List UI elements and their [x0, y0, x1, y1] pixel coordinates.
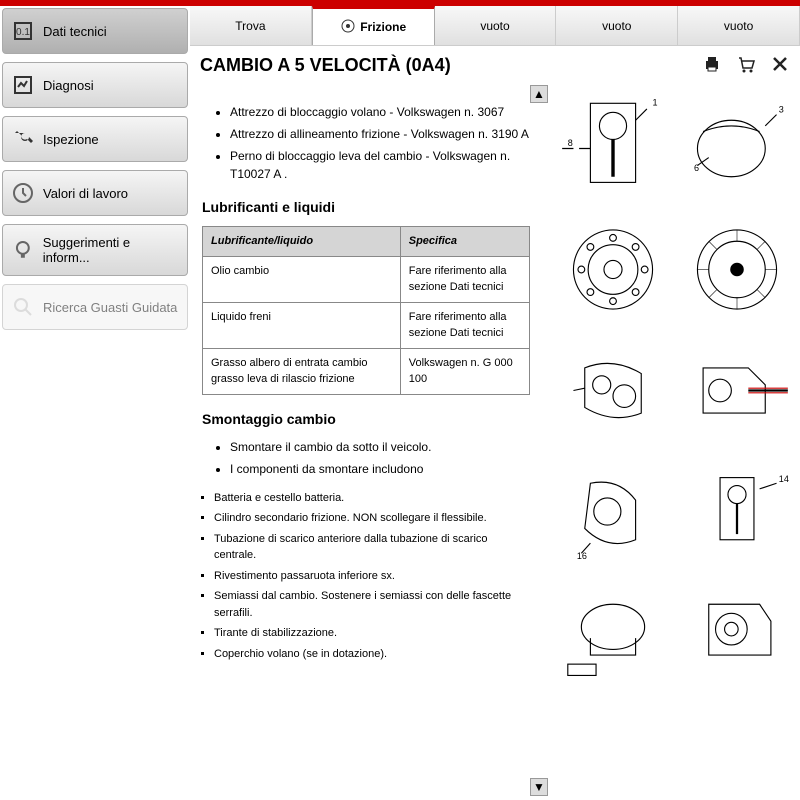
diagram-1: 81 [554, 91, 672, 206]
content-pane: ▲ Attrezzo di bloccaggio volano - Volksw… [190, 85, 550, 800]
sidebar-item-label: Dati tecnici [43, 24, 107, 39]
table-cell: Grasso albero di entrata cambio grasso l… [203, 348, 401, 394]
diagram-panel: 81 36 16 14 [550, 85, 800, 800]
sidebar-item-label: Suggerimenti e inform... [43, 235, 179, 265]
wrench-icon [11, 127, 35, 151]
table-header: Specifica [400, 227, 529, 257]
sidebar-item-suggerimenti[interactable]: Suggerimenti e inform... [2, 224, 188, 276]
sidebar-item-label: Valori di lavoro [43, 186, 128, 201]
tab-label: vuoto [480, 19, 509, 33]
scroll-down-button[interactable]: ▼ [530, 778, 548, 796]
data-icon: 0.1 [11, 19, 35, 43]
list-item: Rivestimento passaruota inferiore sx. [214, 568, 530, 585]
diagram-10 [678, 575, 796, 690]
tab-trova[interactable]: Trova [190, 6, 312, 45]
list-item: Tubazione di scarico anteriore dalla tub… [214, 531, 530, 564]
diagram-7: 16 [554, 454, 672, 569]
tab-label: vuoto [724, 19, 753, 33]
list-item: Attrezzo di bloccaggio volano - Volkswag… [230, 103, 530, 121]
list-item: Semiassi dal cambio. Sostenere i semiass… [214, 588, 530, 621]
diagram-4 [678, 212, 796, 327]
components-list: Batteria e cestello batteria. Cilindro s… [214, 490, 530, 663]
list-item: Tirante di stabilizzazione. [214, 625, 530, 642]
tab-frizione[interactable]: Frizione [312, 6, 435, 45]
tab-label: Trova [235, 19, 265, 33]
diagram-6 [678, 333, 796, 448]
svg-text:1: 1 [653, 98, 658, 108]
close-icon[interactable] [770, 54, 790, 77]
sidebar-item-dati-tecnici[interactable]: 0.1 Dati tecnici [2, 8, 188, 54]
list-item: Attrezzo di allineamento frizione - Volk… [230, 125, 530, 143]
scrollable-content: Attrezzo di bloccaggio volano - Volkswag… [198, 85, 542, 800]
table-cell: Liquido freni [203, 302, 401, 348]
section-heading-smontaggio: Smontaggio cambio [202, 409, 530, 430]
sidebar-item-ricerca-guasti: Ricerca Guasti Guidata [2, 284, 188, 330]
list-item: Coperchio volano (se in dotazione). [214, 646, 530, 663]
diagram-3 [554, 212, 672, 327]
table-row: Olio cambio Fare riferimento alla sezion… [203, 256, 530, 302]
diagnosis-icon [11, 73, 35, 97]
search-icon [11, 295, 35, 319]
cart-icon[interactable] [736, 54, 756, 77]
svg-text:8: 8 [568, 138, 573, 148]
list-item: I componenti da smontare includono [230, 460, 530, 478]
svg-text:3: 3 [779, 104, 784, 114]
table-cell: Fare riferimento alla sezione Dati tecni… [400, 302, 529, 348]
clock-icon [11, 181, 35, 205]
sidebar-item-label: Ricerca Guasti Guidata [43, 300, 177, 315]
main-container: 0.1 Dati tecnici Diagnosi Ispezione Valo… [0, 6, 800, 800]
table-cell: Fare riferimento alla sezione Dati tecni… [400, 256, 529, 302]
list-item: Batteria e cestello batteria. [214, 490, 530, 507]
list-item: Smontare il cambio da sotto il veicolo. [230, 438, 530, 456]
page-title: CAMBIO A 5 VELOCITÀ (0A4) [200, 55, 702, 76]
tab-label: Frizione [360, 20, 406, 34]
list-item: Perno di bloccaggio leva del cambio - Vo… [230, 147, 530, 183]
print-icon[interactable] [702, 54, 722, 77]
sidebar-item-ispezione[interactable]: Ispezione [2, 116, 188, 162]
tab-vuoto-2[interactable]: vuoto [556, 6, 678, 45]
table-row: Grasso albero di entrata cambio grasso l… [203, 348, 530, 394]
table-header: Lubrificante/liquido [203, 227, 401, 257]
tab-vuoto-3[interactable]: vuoto [678, 6, 800, 45]
sidebar-item-label: Ispezione [43, 132, 99, 147]
svg-text:14: 14 [779, 474, 789, 484]
sidebar-item-label: Diagnosi [43, 78, 94, 93]
sidebar: 0.1 Dati tecnici Diagnosi Ispezione Valo… [0, 6, 190, 800]
bulb-icon [11, 238, 35, 262]
tab-vuoto-1[interactable]: vuoto [435, 6, 557, 45]
tab-label: vuoto [602, 19, 631, 33]
content-row: ▲ Attrezzo di bloccaggio volano - Volksw… [190, 85, 800, 800]
tools-list: Attrezzo di bloccaggio volano - Volkswag… [230, 103, 530, 183]
scroll-up-button[interactable]: ▲ [530, 85, 548, 103]
table-cell: Volkswagen n. G 000 100 [400, 348, 529, 394]
svg-text:0.1: 0.1 [16, 27, 30, 38]
diagram-2: 36 [678, 91, 796, 206]
clutch-icon [340, 18, 356, 37]
tab-bar: Trova Frizione vuoto vuoto vuoto [190, 6, 800, 46]
table-cell: Olio cambio [203, 256, 401, 302]
lubricants-table: Lubrificante/liquido Specifica Olio camb… [202, 226, 530, 395]
list-item: Cilindro secondario frizione. NON scolle… [214, 510, 530, 527]
sidebar-item-diagnosi[interactable]: Diagnosi [2, 62, 188, 108]
toolbar [702, 54, 790, 77]
diagram-5 [554, 333, 672, 448]
diagram-8: 14 [678, 454, 796, 569]
section-heading-lubricants: Lubrificanti e liquidi [202, 197, 530, 218]
table-row: Liquido freni Fare riferimento alla sezi… [203, 302, 530, 348]
diagram-9 [554, 575, 672, 690]
main-panel: Trova Frizione vuoto vuoto vuoto CAMBIO … [190, 6, 800, 800]
smontaggio-list: Smontare il cambio da sotto il veicolo. … [230, 438, 530, 478]
sidebar-item-valori-lavoro[interactable]: Valori di lavoro [2, 170, 188, 216]
heading-row: CAMBIO A 5 VELOCITÀ (0A4) [190, 46, 800, 85]
